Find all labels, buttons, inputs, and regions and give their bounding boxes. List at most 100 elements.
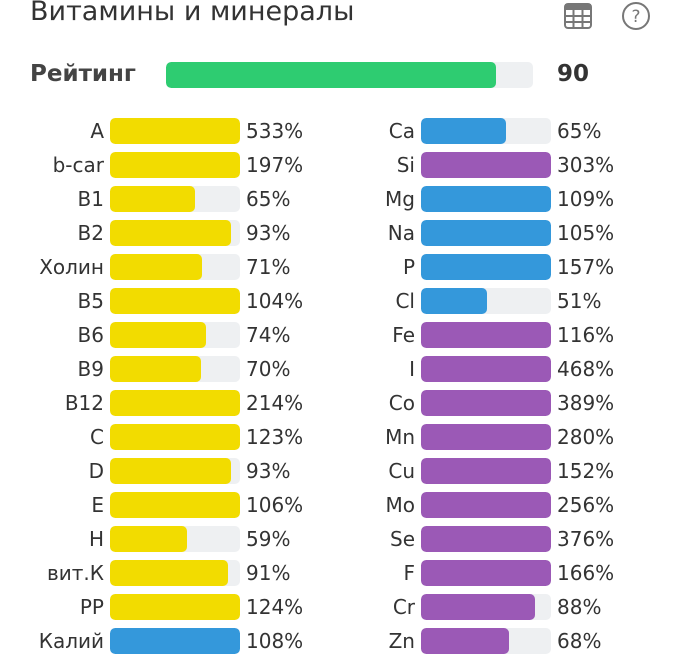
nutrient-label: Холин [39, 255, 104, 279]
nutrient-label: Se [390, 527, 415, 551]
nutrient-label: B5 [77, 289, 104, 313]
nutrient-label: вит.К [47, 561, 104, 585]
nutrient-bar-fill [110, 526, 187, 552]
nutrient-label: Калий [38, 629, 104, 653]
nutrient-label: F [403, 561, 415, 585]
nutrient-bar [421, 356, 551, 382]
nutrient-value: 105% [557, 221, 615, 245]
nutrient-label: B1 [77, 187, 104, 211]
nutrient-value: 93% [246, 221, 291, 245]
nutrient-bar-fill [421, 390, 551, 416]
nutrient-bar [421, 288, 551, 314]
nutrient-value: 389% [557, 391, 615, 415]
nutrient-label: Mo [385, 493, 416, 517]
nutrient-value: 123% [246, 425, 304, 449]
nutrient-value: 468% [557, 357, 615, 381]
nutrient-bar [421, 492, 551, 518]
nutrient-bar [421, 254, 551, 280]
nutrient-value: 68% [557, 629, 602, 653]
nutrient-bar [110, 628, 240, 654]
nutrient-label: PP [79, 595, 104, 619]
nutrient-label: B12 [64, 391, 104, 415]
nutrient-value: 65% [557, 119, 602, 143]
nutrient-bar [421, 118, 551, 144]
nutrient-bar [421, 628, 551, 654]
nutrient-value: 88% [557, 595, 602, 619]
nutrient-label: D [88, 459, 104, 483]
nutrient-bar [110, 322, 240, 348]
page-title: Витамины и минералы [30, 0, 355, 27]
nutrient-label: Co [388, 391, 415, 415]
nutrient-value: 93% [246, 459, 291, 483]
nutrient-bar [421, 526, 551, 552]
nutrient-bar [110, 492, 240, 518]
nutrient-value: 59% [246, 527, 291, 551]
rating-value: 90 [557, 61, 590, 87]
nutrient-value: 109% [557, 187, 615, 211]
nutrient-bar [110, 390, 240, 416]
nutrient-bar-fill [421, 152, 551, 178]
nutrient-value: 166% [557, 561, 615, 585]
nutrient-label: Mg [385, 187, 415, 211]
nutrient-value: 197% [246, 153, 304, 177]
nutrient-label: Si [396, 153, 415, 177]
nutrient-bar-fill [110, 458, 231, 484]
nutrient-value: 533% [246, 119, 304, 143]
nutrient-label: Zn [388, 629, 415, 653]
help-circle-icon[interactable]: ? [621, 1, 651, 31]
nutrient-bar-fill [110, 118, 240, 144]
nutrient-value: 152% [557, 459, 615, 483]
nutrient-bar-fill [110, 254, 203, 280]
nutrient-bar [421, 322, 551, 348]
nutrient-bar-fill [421, 220, 551, 246]
nutrient-bar [421, 152, 551, 178]
nutrient-bar-fill [421, 322, 551, 348]
nutrient-label: P [402, 255, 415, 279]
rating-bar [166, 62, 533, 88]
nutrient-bar [421, 186, 551, 212]
nutrient-value: 108% [246, 629, 304, 653]
nutrient-value: 106% [246, 493, 304, 517]
nutrient-value: 71% [246, 255, 291, 279]
nutrient-value: 116% [557, 323, 615, 347]
nutrient-bar-fill [421, 628, 510, 654]
nutrient-label: H [88, 527, 104, 551]
nutrient-label: Fe [392, 323, 415, 347]
nutrient-label: Cu [388, 459, 415, 483]
nutrient-label: B6 [77, 323, 104, 347]
nutrient-bar-fill [421, 458, 551, 484]
nutrient-bar-fill [110, 152, 240, 178]
table-icon[interactable] [563, 1, 593, 31]
nutrient-bar [110, 560, 240, 586]
nutrient-value: 104% [246, 289, 304, 313]
nutrient-bar-fill [110, 356, 201, 382]
nutrient-bar-fill [110, 492, 240, 518]
nutrient-bar-fill [421, 424, 551, 450]
nutrient-bar-fill [110, 560, 229, 586]
nutrient-value: 376% [557, 527, 615, 551]
nutrient-label: Mn [385, 425, 415, 449]
nutrient-bar-fill [421, 118, 506, 144]
nutrient-value: 124% [246, 595, 304, 619]
nutrient-bar [421, 220, 551, 246]
nutrient-value: 65% [246, 187, 291, 211]
nutrient-bar-fill [421, 594, 536, 620]
nutrient-bar [110, 526, 240, 552]
nutrient-bar-fill [110, 322, 207, 348]
nutrient-value: 157% [557, 255, 615, 279]
nutrient-label: Na [387, 221, 415, 245]
nutrient-bar-fill [110, 186, 195, 212]
nutrient-bar-fill [421, 288, 488, 314]
nutrient-bar-fill [421, 560, 551, 586]
nutrient-label: Cr [392, 595, 415, 619]
nutrient-bar-fill [110, 628, 240, 654]
nutrient-value: 214% [246, 391, 304, 415]
nutrient-bar [110, 152, 240, 178]
nutrient-bar [110, 458, 240, 484]
nutrient-bar [110, 186, 240, 212]
nutrient-bar-fill [110, 390, 240, 416]
nutrient-value: 303% [557, 153, 615, 177]
nutrient-label: E [91, 493, 104, 517]
svg-text:?: ? [631, 7, 640, 27]
nutrient-bar-fill [421, 492, 551, 518]
